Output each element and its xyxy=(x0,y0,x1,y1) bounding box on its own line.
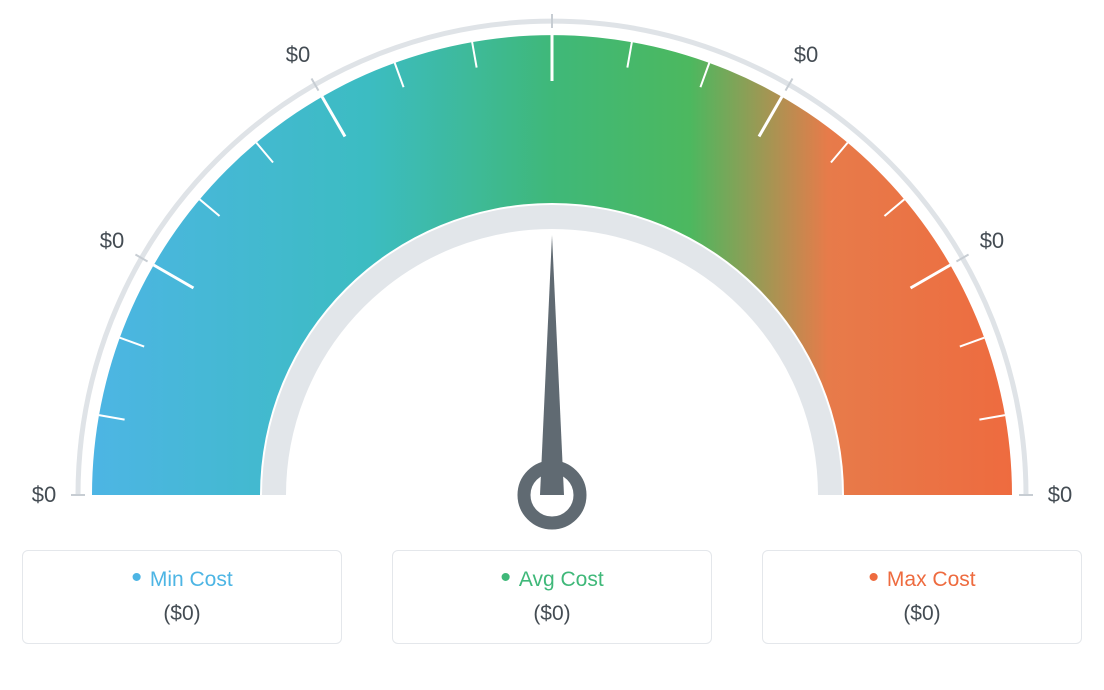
gauge-tick-label: $0 xyxy=(794,42,818,68)
legend-card-max: •Max Cost ($0) xyxy=(762,550,1082,644)
gauge-tick-label: $0 xyxy=(100,228,124,254)
cost-gauge: $0$0$0$0$0$0$0 xyxy=(2,5,1102,545)
legend-value-max: ($0) xyxy=(903,602,940,626)
legend-title-max: •Max Cost xyxy=(868,568,975,592)
gauge-tick-label: $0 xyxy=(1048,482,1072,508)
gauge-svg xyxy=(2,5,1102,545)
legend-label: Min Cost xyxy=(150,568,233,592)
legend-value-avg: ($0) xyxy=(533,602,570,626)
gauge-tick-label: $0 xyxy=(980,228,1004,254)
legend-title-min: •Min Cost xyxy=(131,568,232,592)
legend-label: Max Cost xyxy=(887,568,976,592)
gauge-tick-label: $0 xyxy=(286,42,310,68)
legend-card-min: •Min Cost ($0) xyxy=(22,550,342,644)
legend-title-avg: •Avg Cost xyxy=(500,568,603,592)
legend-label: Avg Cost xyxy=(519,568,604,592)
legend-card-avg: •Avg Cost ($0) xyxy=(392,550,712,644)
legend-row: •Min Cost ($0) •Avg Cost ($0) •Max Cost ($0) xyxy=(22,550,1082,644)
gauge-tick-label: $0 xyxy=(32,482,56,508)
legend-value-min: ($0) xyxy=(163,602,200,626)
